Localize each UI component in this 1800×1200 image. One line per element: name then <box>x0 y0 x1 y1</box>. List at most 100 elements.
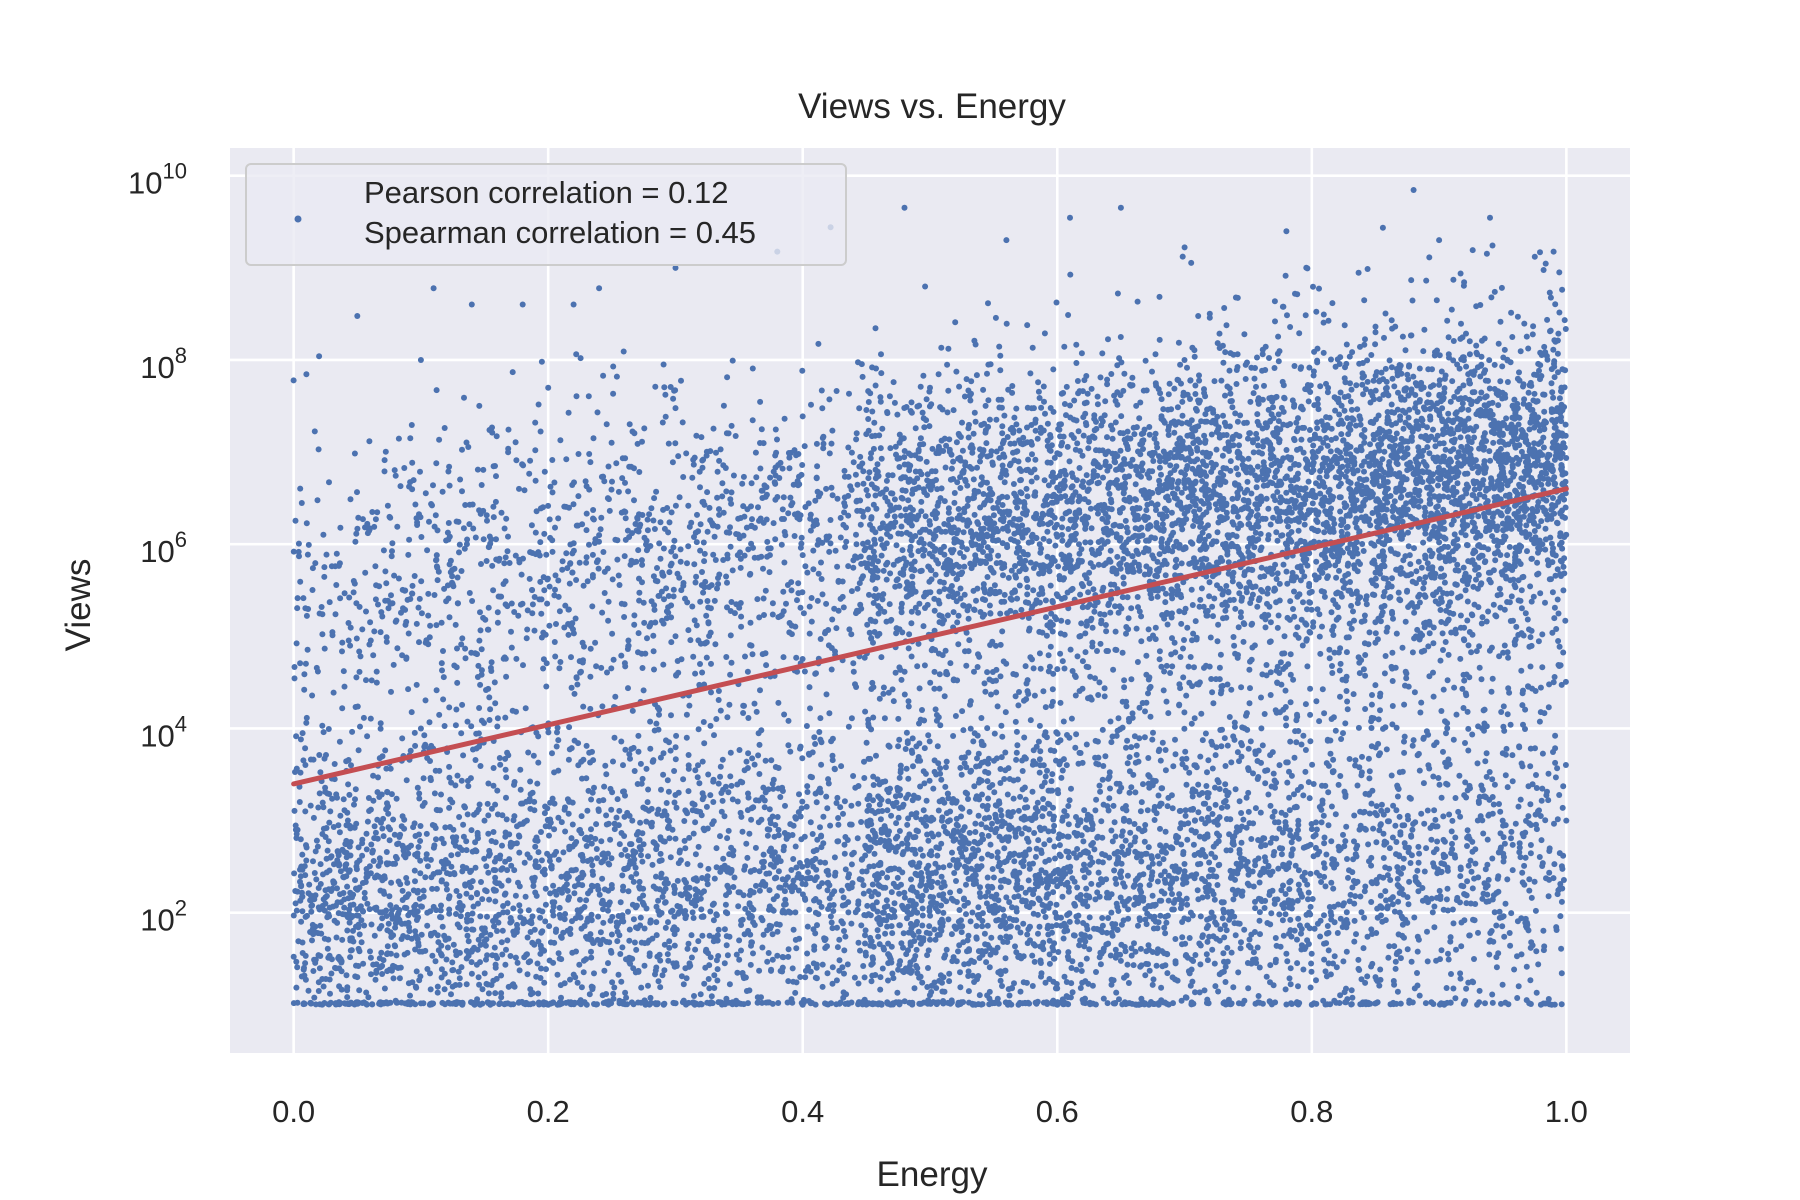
data-point <box>967 397 974 404</box>
data-point <box>764 832 771 839</box>
data-point <box>1476 987 1483 994</box>
data-point <box>1545 480 1552 487</box>
data-point <box>1142 708 1148 715</box>
data-point <box>1251 375 1258 382</box>
data-point <box>418 534 425 540</box>
data-point <box>1220 906 1227 913</box>
data-point <box>756 741 763 748</box>
data-point <box>984 922 991 929</box>
data-point <box>828 919 835 926</box>
data-point <box>703 612 710 619</box>
data-point <box>1059 658 1066 665</box>
data-point <box>719 756 726 763</box>
data-point <box>392 618 399 625</box>
data-point <box>369 509 376 515</box>
data-point <box>1065 833 1072 840</box>
data-point <box>1142 822 1149 828</box>
data-point <box>917 435 924 442</box>
data-point <box>1085 664 1092 671</box>
data-point <box>468 894 475 901</box>
data-point <box>714 585 720 592</box>
data-point <box>1039 813 1046 820</box>
data-point <box>1383 897 1389 904</box>
data-point <box>1226 367 1233 374</box>
data-point <box>1343 823 1350 830</box>
data-point <box>1325 317 1332 324</box>
data-point <box>1542 546 1549 553</box>
data-point <box>1281 633 1288 640</box>
data-point <box>351 450 358 457</box>
data-point <box>470 525 477 532</box>
data-point <box>1443 896 1450 903</box>
data-point <box>968 378 975 385</box>
data-point <box>859 868 866 875</box>
data-point <box>1001 591 1008 598</box>
data-point <box>858 819 865 825</box>
data-point <box>599 609 606 616</box>
data-point <box>1451 393 1458 400</box>
data-point <box>1307 870 1314 877</box>
data-point <box>1325 822 1332 829</box>
data-point <box>1495 402 1502 409</box>
data-point <box>872 586 879 592</box>
data-point <box>490 765 497 771</box>
data-point <box>1038 404 1045 411</box>
data-point <box>700 589 707 596</box>
data-point <box>1122 460 1129 467</box>
data-point <box>436 711 443 718</box>
data-point <box>1055 949 1062 955</box>
data-point <box>1160 406 1167 413</box>
data-point <box>1049 599 1056 606</box>
data-point <box>935 807 942 814</box>
data-point <box>1466 932 1473 939</box>
data-point <box>1550 394 1557 401</box>
data-point <box>1199 458 1206 465</box>
data-point <box>372 976 379 983</box>
data-point <box>1184 364 1190 371</box>
data-point <box>1167 670 1174 676</box>
data-point <box>1374 914 1381 921</box>
data-point <box>1119 505 1126 511</box>
data-point <box>869 881 876 888</box>
data-point <box>525 907 532 914</box>
data-point <box>961 393 968 400</box>
data-point <box>997 934 1004 941</box>
data-point <box>899 840 906 847</box>
data-point <box>920 372 927 379</box>
data-point <box>945 345 952 352</box>
data-point <box>941 823 947 830</box>
data-point <box>1004 494 1011 501</box>
data-point <box>713 716 720 722</box>
data-point <box>957 585 964 592</box>
data-point <box>468 723 475 730</box>
data-point <box>290 912 297 919</box>
data-point <box>616 997 623 1004</box>
data-point <box>945 593 952 600</box>
data-point <box>1068 715 1075 722</box>
data-point <box>637 819 644 826</box>
data-point <box>1355 956 1362 963</box>
data-point <box>666 818 673 825</box>
data-point <box>1409 826 1416 833</box>
data-point <box>955 506 962 512</box>
data-point <box>828 484 835 491</box>
data-point <box>1395 389 1401 396</box>
data-point <box>945 387 952 394</box>
data-point <box>388 879 395 886</box>
data-point <box>720 855 727 862</box>
data-point <box>418 610 425 617</box>
data-point <box>535 759 542 766</box>
data-point <box>999 462 1006 469</box>
data-point <box>1320 349 1327 356</box>
data-point <box>969 909 976 916</box>
data-point <box>1094 393 1101 400</box>
data-point <box>1527 850 1534 857</box>
data-point <box>852 681 858 688</box>
data-point <box>1190 523 1197 529</box>
data-point <box>966 637 973 644</box>
data-point <box>1303 637 1310 644</box>
data-point <box>312 848 319 855</box>
data-point <box>1534 559 1541 566</box>
data-point <box>449 959 456 966</box>
data-point <box>749 417 756 424</box>
